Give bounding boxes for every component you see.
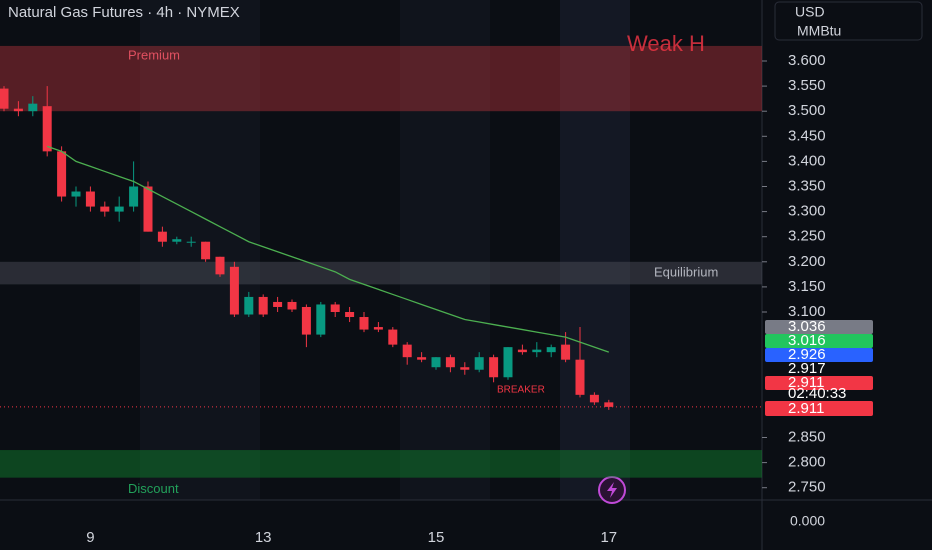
zone	[0, 261, 762, 285]
candle-body	[100, 206, 110, 212]
price-label-text: 2.926	[788, 346, 826, 363]
candle-body	[42, 106, 52, 152]
candle-body	[172, 239, 182, 242]
candle-body	[201, 241, 211, 260]
zone-label: Discount	[128, 481, 179, 496]
candle-body	[460, 367, 470, 370]
zone-label: Premium	[128, 47, 180, 62]
y-tick-label: 3.100	[788, 303, 826, 320]
candle-body	[316, 304, 326, 335]
y-tick-label: 3.600	[788, 52, 826, 69]
price-label	[765, 334, 873, 348]
y-tick-label: 3.200	[788, 253, 826, 270]
candle-body	[186, 241, 196, 243]
candle-body	[575, 359, 585, 395]
candle-body	[258, 296, 268, 315]
candle-body	[215, 256, 225, 275]
candle-body	[503, 347, 513, 378]
candle-body	[402, 344, 412, 358]
y-tick-label: 3.450	[788, 127, 826, 144]
unit-button[interactable]	[774, 1, 923, 41]
candle-body	[85, 191, 95, 207]
candle-body	[445, 357, 455, 368]
price-label-text: 3.036	[788, 318, 826, 335]
y-tick-label: 3.500	[788, 102, 826, 119]
candle-body	[28, 103, 38, 112]
moving-average	[46, 145, 610, 353]
candle-body	[129, 186, 139, 207]
y-tick-label: 3.150	[788, 278, 826, 295]
candle-body	[546, 347, 556, 353]
candle-body	[359, 317, 369, 330]
currency: USD	[795, 4, 825, 20]
y-tick-label: 3.400	[788, 152, 826, 169]
candle-body	[561, 344, 571, 360]
x-tick-label: 15	[428, 529, 445, 546]
candle-body	[57, 151, 67, 197]
candle-body	[417, 357, 427, 360]
zone	[0, 45, 762, 112]
candle-body	[604, 402, 614, 407]
price-label	[765, 362, 873, 376]
unit: MMBtu	[797, 23, 841, 39]
y-tick-label: 3.350	[788, 177, 826, 194]
candle-body	[71, 191, 81, 197]
candle-body	[345, 311, 355, 318]
candle-body	[273, 301, 283, 307]
candle-body	[474, 357, 484, 370]
flash-glyph	[607, 482, 617, 498]
y-tick-label: 3.250	[788, 228, 826, 245]
session-band	[400, 0, 490, 500]
annotation: Weak H	[627, 31, 705, 56]
candle-body	[143, 186, 153, 232]
candle-body	[330, 304, 340, 312]
zone-label: Equilibrium	[654, 265, 718, 280]
last-price-box	[765, 401, 873, 416]
price-label-text: 3.016	[788, 332, 826, 349]
candle-body	[373, 327, 383, 330]
candle-body	[532, 349, 542, 353]
price-label-text: 2.917	[788, 360, 826, 377]
candle-body	[114, 206, 124, 212]
zone	[0, 450, 762, 478]
x-tick-label: 9	[86, 529, 94, 546]
session-band	[560, 0, 630, 500]
price-label-text: 2.911	[788, 374, 824, 391]
price-label	[765, 320, 873, 334]
candle-body	[229, 266, 239, 315]
price-label	[765, 348, 873, 362]
candle-body	[489, 357, 499, 378]
y-tick-label: 3.550	[788, 77, 826, 94]
y-tick-label: 2.800	[788, 454, 826, 471]
x-tick-label: 13	[255, 529, 272, 546]
candle-body	[431, 357, 441, 368]
y-tick-label: 2.850	[788, 428, 826, 445]
candle-body	[13, 108, 23, 112]
candle-body	[388, 329, 398, 345]
session-band	[140, 0, 260, 500]
last-price-text: 2.911	[788, 400, 824, 417]
annotation: BREAKER	[497, 385, 545, 396]
x-tick-label: 17	[600, 529, 617, 546]
countdown: 02:40:33	[788, 385, 846, 402]
candle-body	[589, 394, 599, 403]
volume-scale-label: 0.000	[790, 513, 825, 529]
candle-body	[157, 231, 167, 242]
candle-body	[301, 306, 311, 335]
y-tick-label: 2.750	[788, 479, 826, 496]
candle-body	[287, 301, 297, 310]
candle-body	[0, 88, 9, 109]
price-label	[765, 376, 873, 390]
chart-title: Natural Gas Futures · 4h · NYMEX	[8, 4, 240, 21]
y-tick-label: 3.300	[788, 203, 826, 220]
candle-body	[244, 296, 254, 315]
candle-body	[517, 349, 527, 353]
